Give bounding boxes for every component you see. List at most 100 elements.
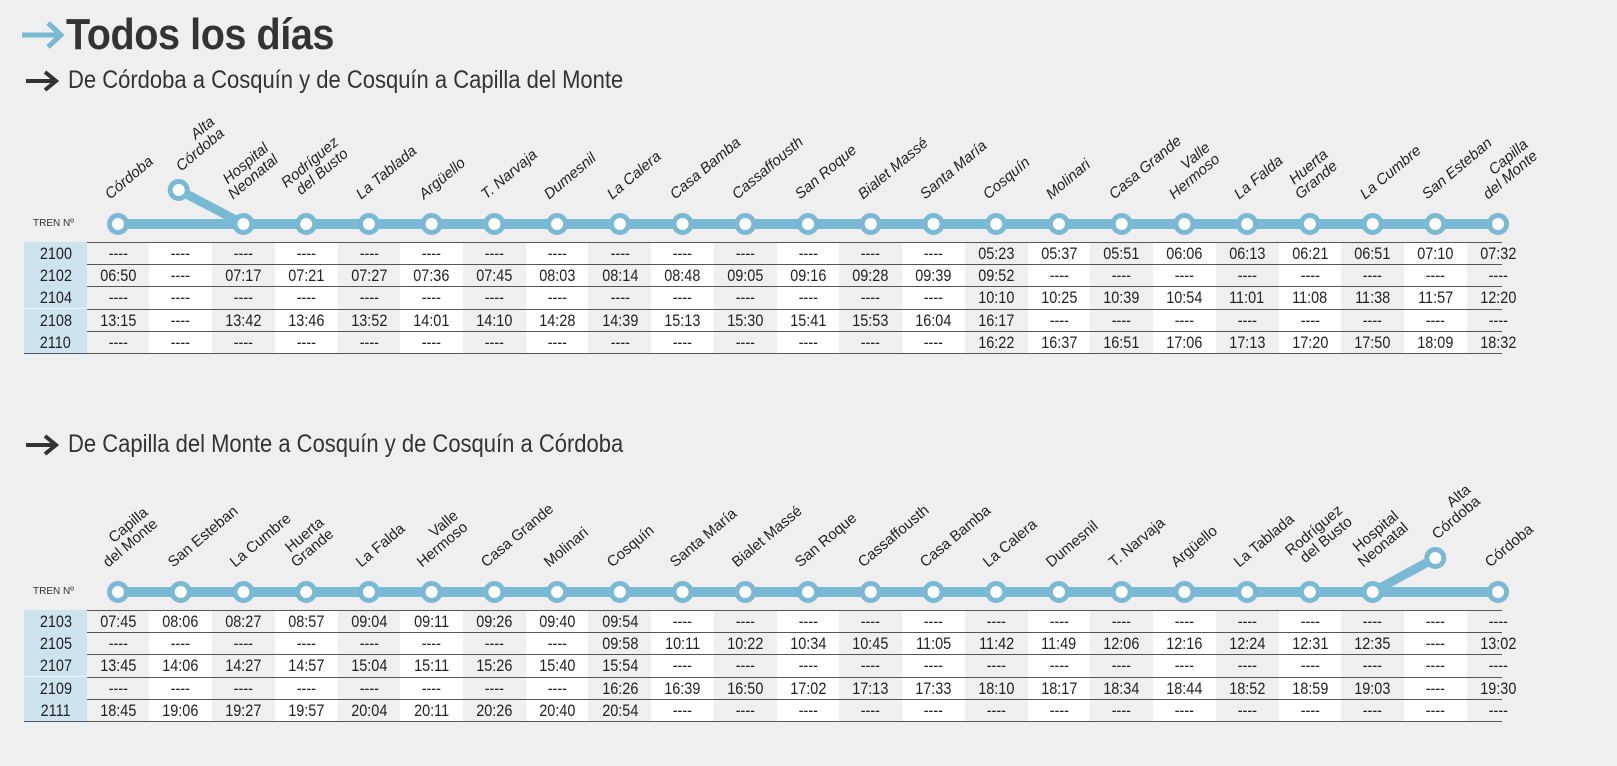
time-cell: 06:06	[1153, 242, 1216, 264]
time-text: 16:50	[727, 678, 764, 698]
time-text: ----	[861, 244, 881, 263]
train-number-text: 2110	[39, 332, 72, 352]
time-text: ----	[1237, 612, 1257, 631]
time-cell: 15:54	[588, 654, 651, 676]
time-text: 05:23	[978, 244, 1015, 263]
section-capilla-cordoba: TREN Nº Capilla del Monte San Esteban La Cu…	[0, 481, 1617, 738]
time-text: 20:04	[350, 700, 387, 720]
time-text: 09:52	[978, 266, 1015, 286]
time-cell: ----	[651, 331, 714, 353]
time-text: ----	[359, 332, 379, 352]
train-number-text: 2109	[39, 678, 72, 698]
time-text: 16:39	[664, 678, 701, 698]
time-cell: 11:42	[965, 632, 1028, 654]
time-text: ----	[296, 244, 316, 263]
time-text: ----	[1425, 266, 1445, 286]
time-text: ----	[1362, 310, 1383, 330]
time-cell: ----	[1404, 610, 1467, 632]
time-cell: 15:04	[338, 654, 401, 676]
time-cell: ----	[777, 699, 840, 721]
time-text: ----	[1049, 700, 1069, 720]
route-line-diagram	[107, 179, 1510, 235]
page-title: Todos los días	[20, 10, 364, 60]
time-text: ----	[861, 656, 881, 676]
time-cell: 13:02	[1467, 632, 1530, 654]
time-text: ----	[233, 634, 254, 654]
time-text: ----	[359, 678, 379, 698]
time-text: ----	[1488, 266, 1508, 286]
time-text: ----	[422, 244, 442, 263]
train-number-text: 2111	[40, 700, 71, 720]
time-cell: 12:35	[1341, 632, 1404, 654]
station-node	[734, 213, 757, 235]
station-node	[1424, 213, 1447, 235]
time-cell: 17:02	[777, 677, 840, 699]
time-text: ----	[1425, 634, 1445, 654]
time-cell: ----	[651, 654, 714, 676]
time-cell: ----	[400, 632, 463, 654]
time-text: 14:28	[539, 310, 576, 330]
time-text: 12:20	[1479, 288, 1517, 308]
row-separator	[24, 242, 1502, 243]
time-cell: ----	[839, 699, 902, 721]
time-text: 06:50	[99, 266, 137, 286]
station-node	[797, 581, 820, 603]
time-text: 08:57	[288, 612, 325, 631]
time-cell: 13:45	[87, 654, 150, 676]
time-text: ----	[861, 612, 881, 631]
time-text: ----	[1362, 700, 1383, 720]
train-number-text: 2100	[39, 244, 72, 263]
time-cell: ----	[902, 286, 965, 308]
time-cell: ----	[1341, 610, 1404, 632]
time-cell: ----	[1028, 309, 1091, 331]
column-bg	[400, 610, 463, 721]
time-cell: ----	[87, 677, 150, 699]
time-text: 08:06	[162, 612, 199, 631]
station-node	[107, 581, 129, 603]
time-text: 17:33	[915, 678, 952, 698]
station-node	[1487, 581, 1510, 603]
time-text: 18:45	[99, 700, 137, 720]
time-cell: 17:13	[839, 677, 902, 699]
time-cell: 14:28	[526, 309, 589, 331]
time-cell: 18:45	[87, 699, 150, 721]
time-text: 09:54	[601, 612, 638, 631]
time-cell: 18:09	[1404, 331, 1467, 353]
station-node	[1236, 213, 1259, 235]
time-cell: 07:10	[1404, 242, 1467, 264]
time-text: 07:21	[288, 266, 325, 286]
time-cell: 08:27	[212, 610, 275, 632]
time-cell: 20:54	[588, 699, 651, 721]
time-cell: ----	[87, 331, 150, 353]
arrow-right-icon	[22, 21, 65, 49]
station-node	[1361, 213, 1384, 235]
time-cell: ----	[1341, 264, 1404, 286]
time-cell: ----	[588, 331, 651, 353]
time-text: ----	[108, 244, 128, 263]
time-text: ----	[1112, 266, 1132, 286]
time-cell: ----	[1279, 699, 1342, 721]
time-text: 08:48	[664, 266, 701, 286]
time-cell: 20:11	[400, 699, 463, 721]
column-bg	[1027, 242, 1091, 353]
time-cell: 07:27	[338, 264, 401, 286]
column-bg	[525, 610, 589, 721]
time-cell: ----	[526, 677, 589, 699]
time-cell: 15:40	[526, 654, 589, 676]
time-text: 14:57	[288, 656, 325, 676]
time-text: ----	[735, 656, 755, 676]
time-cell: ----	[965, 610, 1028, 632]
time-cell: 17:33	[902, 677, 965, 699]
time-text: ----	[672, 332, 693, 352]
time-cell: 06:21	[1279, 242, 1342, 264]
row-separator	[24, 698, 1502, 700]
station-node	[1424, 547, 1447, 569]
station-node	[1236, 581, 1259, 603]
time-text: ----	[484, 678, 504, 698]
time-cell: 13:52	[338, 309, 401, 331]
time-text: 13:46	[288, 310, 325, 330]
time-text: ----	[108, 678, 128, 698]
time-cell: ----	[149, 632, 212, 654]
time-text: 07:45	[476, 266, 513, 286]
route-line-diagram	[107, 547, 1510, 603]
